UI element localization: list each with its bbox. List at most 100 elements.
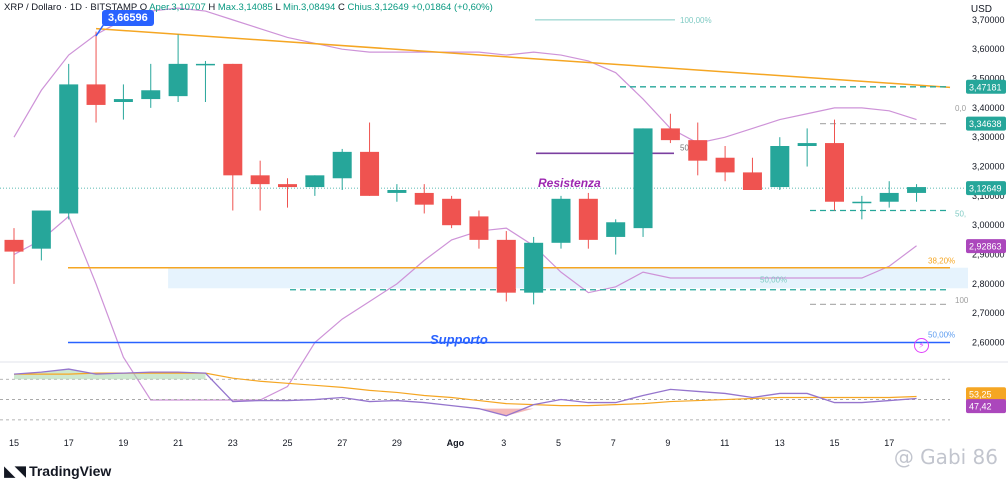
chart-header: XRP / Dollaro · 1D · BITSTAMP O Aper.3,1… <box>4 2 493 13</box>
candle-body <box>469 216 489 240</box>
tag-rsi-ma-bg <box>966 399 1006 414</box>
resistance-label: Resistenza <box>538 176 601 190</box>
candle-body <box>305 175 325 188</box>
tag-current-price: 3,12649 <box>969 184 1002 194</box>
candle-body <box>606 222 626 237</box>
x-tick-label: 29 <box>392 438 402 448</box>
rsi-line <box>13 368 917 417</box>
candle-body <box>59 84 79 214</box>
candle-body <box>742 172 762 190</box>
x-tick-label: 21 <box>173 438 183 448</box>
y-tick-label: 3,50000 <box>972 74 1005 84</box>
candle-body <box>141 90 161 100</box>
candle-body <box>223 63 243 176</box>
candle-body <box>31 210 51 249</box>
candle-body <box>770 146 790 188</box>
candle-body <box>524 242 544 293</box>
brand-name: TradingView <box>29 463 112 479</box>
tag-upper-dashed: 3,47181 <box>969 82 1002 92</box>
candle-body <box>195 63 215 66</box>
bollinger-lower-line <box>13 215 917 401</box>
candle-body <box>825 143 844 202</box>
candle-body <box>442 198 462 226</box>
y-tick-label: 3,10000 <box>972 191 1005 201</box>
x-tick-label: 13 <box>775 438 785 448</box>
close-value: Chius.3,12649 <box>347 2 409 13</box>
flash-icon[interactable]: ⚡ <box>914 338 929 353</box>
tag-lower-band: 2,92863 <box>969 242 1002 252</box>
candle-body <box>715 157 735 173</box>
support-label: Supporto <box>430 332 488 347</box>
candle-body <box>387 190 407 193</box>
candle-body <box>496 239 516 293</box>
fib-38-label: 38,20% <box>928 257 955 266</box>
candle-body <box>332 151 352 179</box>
tag-rsi-ma: 47,42 <box>969 402 992 412</box>
candle-body <box>360 151 380 196</box>
tag-current-price-bg <box>966 181 1006 196</box>
tradingview-mark-icon: ◣◥ <box>4 463 26 480</box>
change-value: +0,01864 (+0,60%) <box>411 2 493 13</box>
low-value: Min.3,08494 <box>283 2 336 13</box>
tradingview-logo[interactable]: ◣◥ TradingView <box>4 462 111 480</box>
fib-100-right-label: 100 <box>955 296 969 305</box>
symbol-label[interactable]: XRP / Dollaro · 1D · BITSTAMP <box>4 2 138 13</box>
candle-body <box>113 99 133 102</box>
x-tick-label: 5 <box>556 438 561 448</box>
tag-rsi-bg <box>966 387 1006 402</box>
y-tick-label: 2,70000 <box>972 308 1005 318</box>
fib-50-lower-label: 50,00% <box>928 331 955 340</box>
tag-rsi: 53,25 <box>969 390 992 400</box>
candle-body <box>852 201 872 204</box>
x-tick-label: 15 <box>830 438 840 448</box>
x-tick-label: 19 <box>118 438 128 448</box>
candle-body <box>4 239 24 252</box>
x-tick-label: 25 <box>283 438 293 448</box>
y-tick-label: 3,30000 <box>972 132 1005 142</box>
currency-label: USD <box>970 4 992 15</box>
candle-body <box>551 198 571 243</box>
y-tick-label: 3,00000 <box>972 220 1005 230</box>
open-label: O <box>139 2 148 13</box>
x-tick-label: 7 <box>611 438 616 448</box>
candle-body <box>633 128 653 229</box>
rsi-ma-line <box>14 372 917 407</box>
author-watermark: @ Gabi 86 <box>893 445 998 469</box>
y-tick-label: 2,80000 <box>972 279 1005 289</box>
high-value: Max.3,14085 <box>217 2 273 13</box>
tag-mid-dashed-bg <box>966 116 1006 131</box>
candle-body <box>688 140 708 161</box>
x-tick-label: 3 <box>501 438 506 448</box>
high-label: H <box>208 2 216 13</box>
y-tick-label: 3,70000 <box>972 15 1005 25</box>
candle-body <box>250 175 270 185</box>
x-tick-label: 17 <box>64 438 74 448</box>
trendline <box>95 27 951 89</box>
y-tick-label: 3,20000 <box>972 162 1005 172</box>
candle-body <box>797 143 817 146</box>
candle-body <box>168 63 188 97</box>
x-tick-label: 15 <box>9 438 19 448</box>
tag-upper-dashed-bg <box>966 79 1006 94</box>
y-tick-label: 2,60000 <box>972 338 1005 348</box>
x-tick-label: 11 <box>720 438 729 448</box>
x-tick-label: 17 <box>884 438 894 448</box>
candle-body <box>278 184 297 188</box>
fib-100-label: 100,00% <box>680 16 712 25</box>
open-value: Aper.3,10707 <box>149 2 206 13</box>
tooltip-pointer <box>95 23 105 37</box>
x-tick-label: 27 <box>337 438 347 448</box>
fib-0-label: 0,0 <box>955 104 967 113</box>
fib-50-mid-label: 50,00% <box>760 275 787 284</box>
close-label: C <box>337 2 345 13</box>
rsi-oversold-fill <box>478 408 534 416</box>
tag-lower-band-bg <box>966 239 1006 254</box>
tag-mid-dashed: 3,34638 <box>969 119 1002 129</box>
candle-body <box>907 187 927 193</box>
low-label: L <box>275 2 281 13</box>
y-tick-label: 2,90000 <box>972 250 1005 260</box>
x-tick-label: 9 <box>665 438 670 448</box>
candle-body <box>578 198 598 240</box>
candle-body <box>660 128 680 141</box>
